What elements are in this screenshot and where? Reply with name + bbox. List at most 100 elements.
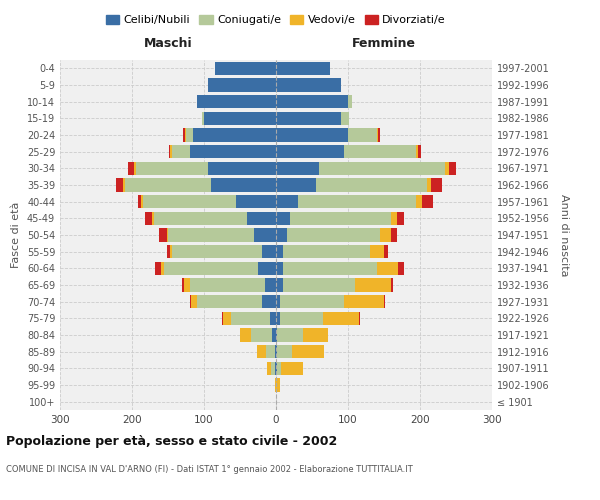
Bar bbox=[134, 162, 136, 175]
Text: Femmine: Femmine bbox=[352, 37, 416, 50]
Bar bbox=[145, 212, 152, 225]
Bar bbox=[190, 295, 191, 308]
Bar bbox=[223, 312, 230, 325]
Bar bbox=[190, 145, 276, 158]
Bar bbox=[211, 178, 276, 192]
Bar bbox=[215, 62, 276, 75]
Bar bbox=[270, 312, 276, 325]
Bar bbox=[186, 128, 193, 141]
Bar bbox=[197, 295, 262, 308]
Bar bbox=[276, 378, 280, 392]
Bar bbox=[172, 145, 190, 158]
Bar bbox=[155, 262, 161, 275]
Bar bbox=[276, 62, 330, 75]
Bar bbox=[152, 212, 154, 225]
Bar bbox=[377, 262, 398, 275]
Bar bbox=[292, 345, 324, 358]
Bar bbox=[276, 195, 298, 208]
Y-axis label: Fasce di età: Fasce di età bbox=[11, 202, 21, 268]
Bar bbox=[184, 278, 190, 291]
Bar bbox=[348, 95, 352, 108]
Bar bbox=[355, 278, 391, 291]
Bar bbox=[380, 228, 391, 241]
Bar bbox=[183, 128, 185, 141]
Bar bbox=[283, 245, 370, 258]
Bar bbox=[378, 128, 380, 141]
Bar bbox=[124, 178, 125, 192]
Bar bbox=[276, 145, 344, 158]
Bar bbox=[275, 378, 276, 392]
Bar bbox=[281, 362, 302, 375]
Bar bbox=[276, 228, 287, 241]
Bar bbox=[230, 312, 270, 325]
Bar bbox=[391, 212, 397, 225]
Bar bbox=[283, 278, 355, 291]
Bar bbox=[276, 312, 280, 325]
Bar bbox=[208, 162, 276, 175]
Bar bbox=[277, 345, 292, 358]
Bar bbox=[348, 128, 377, 141]
Bar bbox=[276, 362, 277, 375]
Bar bbox=[298, 195, 416, 208]
Bar bbox=[276, 245, 283, 258]
Bar bbox=[168, 228, 254, 241]
Bar bbox=[271, 362, 275, 375]
Bar bbox=[172, 245, 262, 258]
Bar bbox=[154, 212, 247, 225]
Bar bbox=[202, 112, 204, 125]
Bar bbox=[302, 328, 328, 342]
Bar bbox=[277, 328, 302, 342]
Bar bbox=[167, 245, 170, 258]
Bar bbox=[167, 228, 168, 241]
Bar bbox=[191, 295, 197, 308]
Bar bbox=[344, 295, 384, 308]
Text: Maschi: Maschi bbox=[143, 37, 193, 50]
Bar bbox=[247, 212, 276, 225]
Bar bbox=[276, 212, 290, 225]
Bar bbox=[268, 362, 271, 375]
Bar bbox=[280, 312, 323, 325]
Bar bbox=[427, 178, 431, 192]
Bar bbox=[276, 262, 283, 275]
Bar bbox=[276, 128, 348, 141]
Bar bbox=[170, 245, 172, 258]
Bar bbox=[276, 95, 348, 108]
Bar bbox=[265, 278, 276, 291]
Bar bbox=[236, 195, 276, 208]
Bar bbox=[251, 328, 272, 342]
Bar bbox=[341, 112, 349, 125]
Bar bbox=[276, 345, 277, 358]
Bar bbox=[445, 162, 449, 175]
Bar bbox=[416, 145, 418, 158]
Bar bbox=[262, 295, 276, 308]
Bar bbox=[277, 362, 281, 375]
Bar bbox=[164, 262, 258, 275]
Bar bbox=[128, 162, 134, 175]
Bar bbox=[262, 245, 276, 258]
Bar bbox=[125, 178, 211, 192]
Bar bbox=[193, 128, 276, 141]
Text: COMUNE DI INCISA IN VAL D'ARNO (FI) - Dati ISTAT 1° gennaio 2002 - Elaborazione : COMUNE DI INCISA IN VAL D'ARNO (FI) - Da… bbox=[6, 465, 413, 474]
Legend: Celibi/Nubili, Coniugati/e, Vedovi/e, Divorziati/e: Celibi/Nubili, Coniugati/e, Vedovi/e, Di… bbox=[101, 10, 451, 30]
Bar bbox=[370, 245, 384, 258]
Bar bbox=[161, 262, 164, 275]
Bar bbox=[197, 95, 276, 108]
Bar bbox=[290, 212, 391, 225]
Bar bbox=[182, 278, 184, 291]
Bar bbox=[316, 178, 427, 192]
Bar bbox=[384, 295, 385, 308]
Bar bbox=[276, 278, 283, 291]
Bar bbox=[208, 78, 276, 92]
Bar bbox=[276, 178, 316, 192]
Bar bbox=[142, 195, 143, 208]
Bar bbox=[143, 195, 236, 208]
Bar bbox=[170, 145, 172, 158]
Bar bbox=[240, 328, 251, 342]
Bar bbox=[276, 328, 277, 342]
Bar bbox=[416, 195, 422, 208]
Bar bbox=[418, 145, 421, 158]
Bar bbox=[276, 112, 341, 125]
Bar bbox=[204, 112, 276, 125]
Bar bbox=[272, 328, 276, 342]
Bar bbox=[344, 145, 416, 158]
